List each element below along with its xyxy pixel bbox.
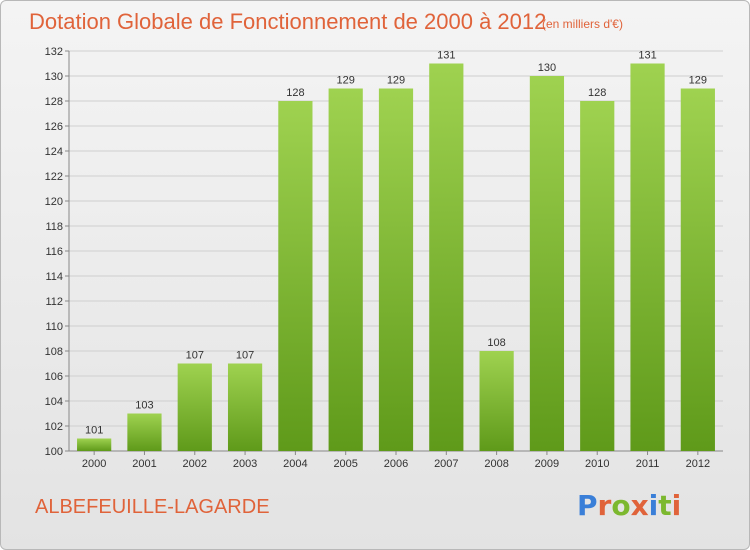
logo-letter: P (577, 489, 598, 522)
bar-2005 (328, 88, 363, 451)
data-label-2011: 131 (638, 50, 656, 62)
y-tick-label: 108 (45, 346, 63, 358)
x-tick-label-2002: 2002 (183, 458, 207, 470)
y-tick-label: 116 (45, 246, 63, 258)
logo-letter: i (648, 489, 659, 522)
x-tick-label-2001: 2001 (132, 458, 156, 470)
bar-2010 (580, 101, 615, 451)
x-tick-label-2005: 2005 (333, 458, 357, 470)
x-tick-label-2000: 2000 (82, 458, 106, 470)
bar-2004 (278, 101, 313, 451)
data-label-2004: 128 (286, 87, 304, 99)
x-tick-label-2008: 2008 (484, 458, 508, 470)
y-tick-label: 102 (45, 421, 63, 433)
labels: 100 102 104 106 108 110 112 114 116 118 120 122 124 1… (45, 46, 710, 470)
data-label-2012: 129 (689, 75, 707, 87)
logo-letter: t (658, 489, 672, 522)
data-label-2006: 129 (387, 75, 405, 87)
y-tick-label: 128 (45, 96, 63, 108)
y-tick-label: 120 (45, 196, 63, 208)
y-tick-label: 124 (45, 146, 63, 158)
logo-letter: i (671, 489, 682, 522)
data-label-2000: 101 (85, 425, 103, 437)
x-tick-label-2004: 2004 (283, 458, 307, 470)
data-label-2002: 107 (186, 350, 204, 362)
data-label-2003: 107 (236, 350, 254, 362)
y-tick-label: 122 (45, 171, 63, 183)
bar-2000 (77, 438, 112, 451)
y-tick-label: 118 (45, 221, 63, 233)
y-tick-label: 106 (45, 371, 63, 383)
bar-2006 (378, 88, 414, 451)
y-tick-label: 112 (45, 296, 63, 308)
x-tick-label-2011: 2011 (636, 458, 660, 470)
x-tick-label-2009: 2009 (535, 458, 559, 470)
logo-letter: x (630, 489, 649, 522)
data-label-2010: 128 (588, 87, 606, 99)
x-tick-label-2010: 2010 (585, 458, 609, 470)
bar-2007 (429, 63, 464, 451)
bar-2003 (227, 363, 263, 451)
y-tick-label: 132 (45, 46, 63, 58)
data-label-2007: 131 (437, 50, 455, 62)
x-tick-label-2006: 2006 (384, 458, 408, 470)
bar-2008 (479, 351, 514, 451)
bar-2001 (127, 413, 162, 451)
bar-2011 (630, 63, 665, 451)
data-label-2001: 103 (135, 400, 153, 412)
logo-letter: o (611, 489, 631, 522)
y-tick-label: 114 (45, 271, 63, 283)
location-label: ALBEFEUILLE-LAGARDE (35, 496, 270, 518)
bar-2002 (177, 363, 212, 451)
y-tick-label: 126 (45, 121, 63, 133)
y-tick-label: 100 (45, 446, 63, 458)
logo-letter: r (597, 489, 612, 522)
unit-note: (en milliers d'€) (542, 17, 623, 31)
data-label-2005: 129 (337, 75, 355, 87)
x-tick-label-2012: 2012 (686, 458, 710, 470)
data-label-2009: 130 (538, 62, 556, 74)
y-tick-label: 110 (45, 321, 63, 333)
proxiti-logo: Proxiti (577, 489, 681, 522)
bars (77, 63, 715, 451)
chart-title: Dotation Globale de Fonctionnement de 20… (29, 9, 547, 34)
y-tick-label: 130 (45, 71, 63, 83)
y-tick-label: 104 (45, 396, 63, 408)
data-label-2008: 108 (487, 337, 505, 349)
bar-2009 (529, 76, 565, 451)
x-tick-label-2007: 2007 (434, 458, 458, 470)
x-tick-label-2003: 2003 (233, 458, 257, 470)
bar-2012 (680, 88, 715, 451)
